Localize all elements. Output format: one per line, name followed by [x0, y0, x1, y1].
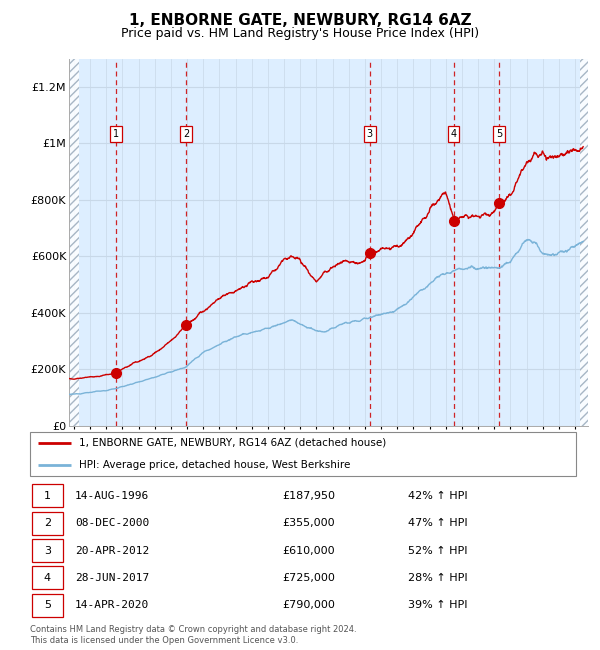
Text: 39% ↑ HPI: 39% ↑ HPI	[408, 600, 467, 610]
Text: HPI: Average price, detached house, West Berkshire: HPI: Average price, detached house, West…	[79, 460, 350, 470]
Text: £355,000: £355,000	[282, 518, 335, 528]
Bar	[69, 58, 79, 426]
Text: 1, ENBORNE GATE, NEWBURY, RG14 6AZ (detached house): 1, ENBORNE GATE, NEWBURY, RG14 6AZ (deta…	[79, 437, 386, 448]
Text: 14-AUG-1996: 14-AUG-1996	[75, 491, 149, 501]
Text: 4: 4	[451, 129, 457, 139]
Text: 14-APR-2020: 14-APR-2020	[75, 600, 149, 610]
Bar	[580, 58, 588, 426]
Text: 47% ↑ HPI: 47% ↑ HPI	[408, 518, 467, 528]
Text: 28-JUN-2017: 28-JUN-2017	[75, 573, 149, 583]
Text: 20-APR-2012: 20-APR-2012	[75, 545, 149, 556]
Text: 2: 2	[183, 129, 189, 139]
Text: 42% ↑ HPI: 42% ↑ HPI	[408, 491, 467, 501]
Text: £790,000: £790,000	[282, 600, 335, 610]
Text: 3: 3	[367, 129, 373, 139]
Text: 28% ↑ HPI: 28% ↑ HPI	[408, 573, 467, 583]
Text: 1: 1	[44, 491, 51, 501]
Text: £725,000: £725,000	[282, 573, 335, 583]
Text: 4: 4	[44, 573, 51, 583]
Text: 1: 1	[113, 129, 119, 139]
Text: 3: 3	[44, 545, 51, 556]
Text: Contains HM Land Registry data © Crown copyright and database right 2024.
This d: Contains HM Land Registry data © Crown c…	[30, 625, 356, 645]
Text: 5: 5	[496, 129, 502, 139]
Text: Price paid vs. HM Land Registry's House Price Index (HPI): Price paid vs. HM Land Registry's House …	[121, 27, 479, 40]
Text: 5: 5	[44, 600, 51, 610]
Text: £187,950: £187,950	[282, 491, 335, 501]
FancyBboxPatch shape	[30, 432, 576, 476]
Text: 1, ENBORNE GATE, NEWBURY, RG14 6AZ: 1, ENBORNE GATE, NEWBURY, RG14 6AZ	[128, 13, 472, 28]
Text: 52% ↑ HPI: 52% ↑ HPI	[408, 545, 467, 556]
Text: 08-DEC-2000: 08-DEC-2000	[75, 518, 149, 528]
Text: 2: 2	[44, 518, 51, 528]
Text: £610,000: £610,000	[282, 545, 335, 556]
